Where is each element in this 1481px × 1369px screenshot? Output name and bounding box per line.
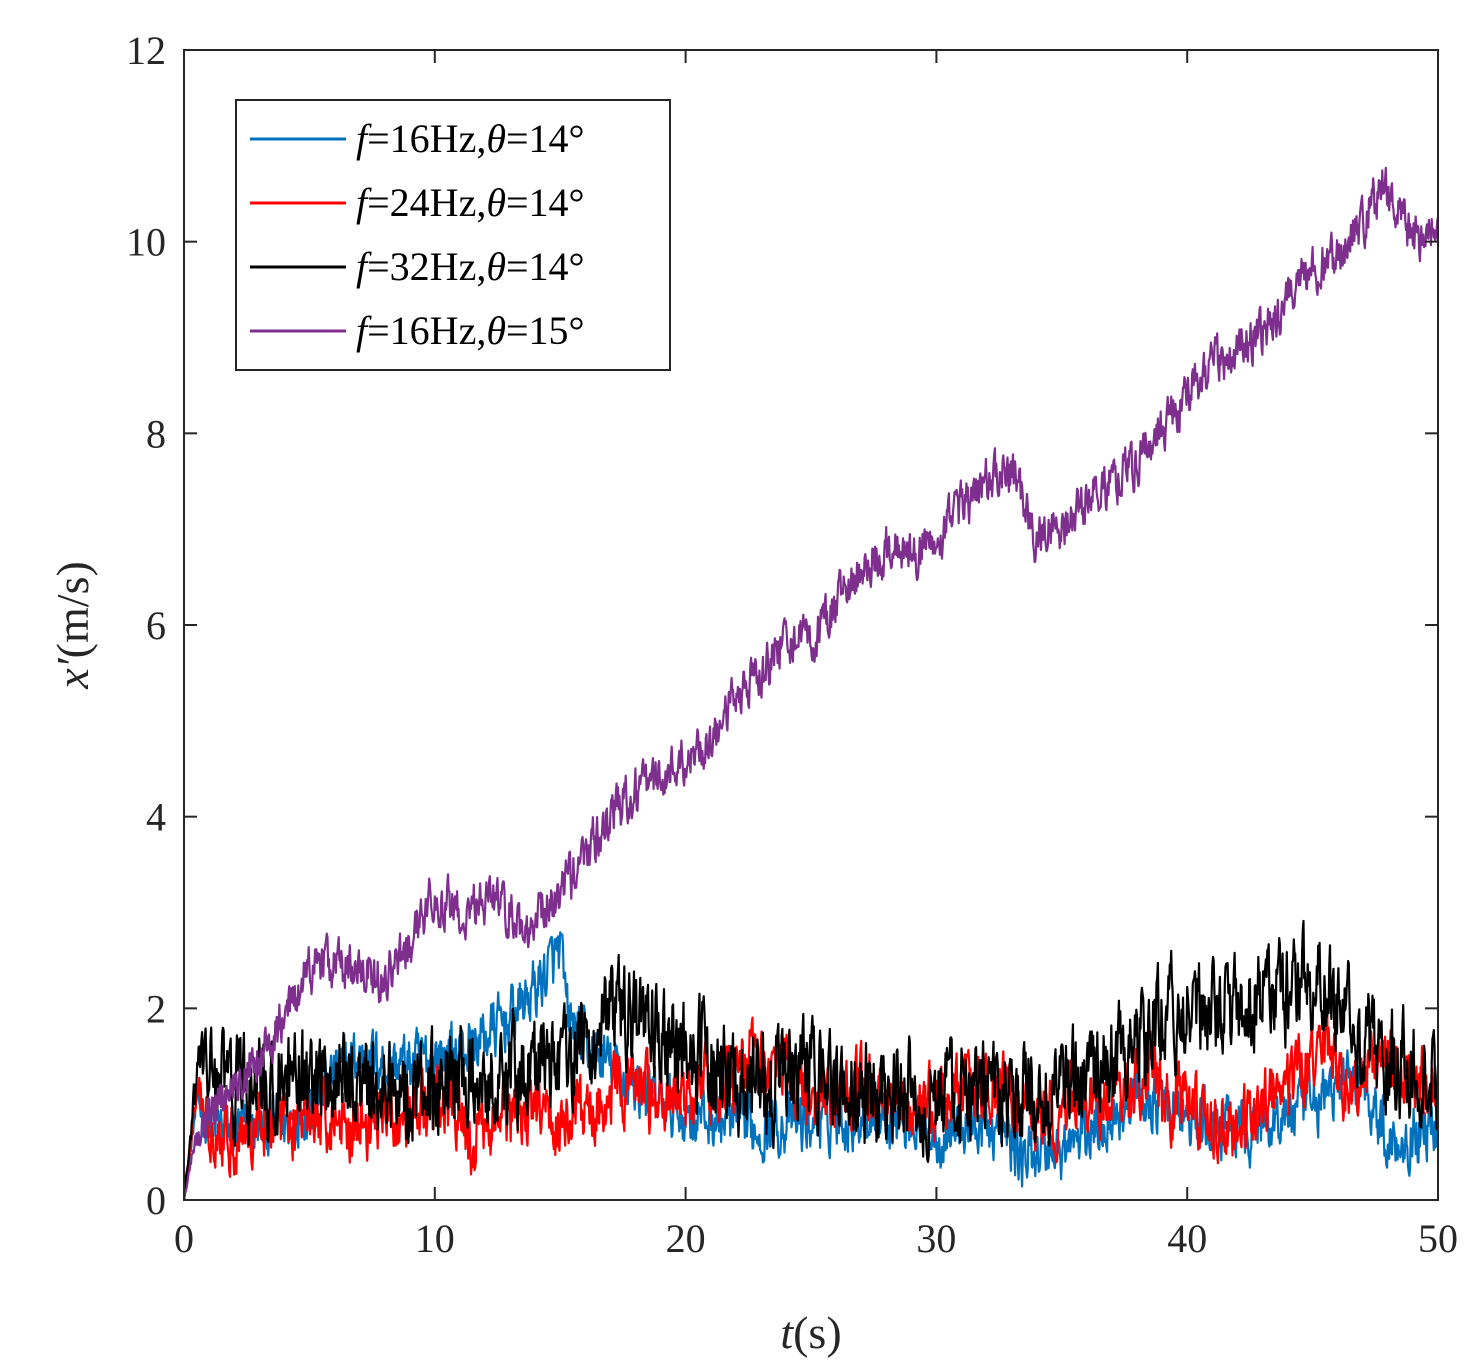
x-axis-unit: (s): [793, 1307, 842, 1358]
y-tick-label: 4: [146, 795, 166, 840]
x-tick-label: 10: [415, 1216, 455, 1261]
legend-theta-symbol: θ: [486, 308, 506, 353]
legend-angle: =15°: [506, 308, 585, 353]
legend-label-3: f=16Hz,θ=15°: [356, 308, 585, 353]
y-axis-title: x′(m/s): [47, 561, 98, 690]
legend-theta-symbol: θ: [486, 244, 506, 289]
x-tick-label: 0: [174, 1216, 194, 1261]
legend-angle: =14°: [506, 180, 585, 225]
plot-lines: [182, 166, 1440, 1201]
series-line-3: [182, 166, 1440, 1201]
legend-frequency: =32Hz,: [367, 244, 486, 289]
x-tick-label: 40: [1167, 1216, 1207, 1261]
legend-frequency: =16Hz,: [367, 116, 486, 161]
x-tick-label: 30: [916, 1216, 956, 1261]
legend-label-2: f=32Hz,θ=14°: [356, 244, 585, 289]
x-tick-label: 20: [666, 1216, 706, 1261]
legend-label-0: f=16Hz,θ=14°: [356, 116, 585, 161]
legend-box: [235, 99, 671, 371]
legend-frequency: =16Hz,: [367, 308, 486, 353]
y-axis-unit: (m/s): [47, 561, 98, 658]
y-tick-label: 0: [146, 1178, 166, 1223]
legend-angle: =14°: [506, 116, 585, 161]
legend-theta-symbol: θ: [486, 116, 506, 161]
series-line-2: [182, 919, 1440, 1201]
y-tick-label: 12: [126, 28, 166, 73]
y-tick-label: 2: [146, 986, 166, 1031]
y-tick-label: 6: [146, 603, 166, 648]
legend-label-1: f=24Hz,θ=14°: [356, 180, 585, 225]
series-line-1: [182, 1009, 1440, 1201]
legend-theta-symbol: θ: [486, 180, 506, 225]
axis-ticks: [183, 49, 1439, 1201]
y-tick-label: 8: [146, 411, 166, 456]
y-axis-variable: x′: [47, 657, 98, 689]
legend-frequency: =24Hz,: [367, 180, 486, 225]
axis-tick-labels: 0 10 20 30 40 50 0 2 4 6 8 10 12: [126, 28, 1458, 1261]
x-axis-title: t(s): [780, 1307, 841, 1358]
legend: f=16Hz,θ=14° f=24Hz,θ=14° f=32Hz,θ=14° f=16…: [235, 99, 671, 371]
legend-angle: =14°: [506, 244, 585, 289]
x-axis-variable: t: [780, 1307, 794, 1358]
x-tick-label: 50: [1418, 1216, 1458, 1261]
y-tick-label: 10: [126, 220, 166, 265]
